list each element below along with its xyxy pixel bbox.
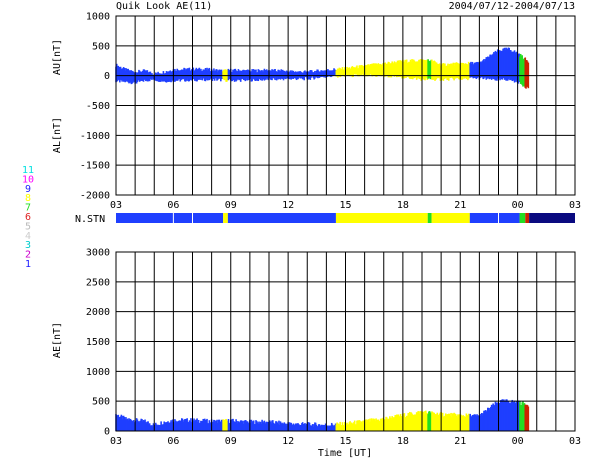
x-tick-label: 03 — [569, 436, 581, 447]
au-al-grid — [115, 15, 576, 196]
y-tick-label: 2500 — [86, 277, 110, 288]
au-al-y-ticks: 1000 500 0 -500 -1000 -1500 -2000 — [80, 12, 110, 202]
station-number-label: 3 — [25, 240, 31, 251]
y-tick-label: -500 — [86, 101, 110, 112]
y-tick-label: 3000 — [86, 248, 110, 259]
station-number-label: 7 — [25, 203, 31, 214]
ae-area — [115, 399, 530, 431]
station-number-label: 1 — [25, 259, 31, 270]
x-tick-label: 18 — [397, 436, 409, 447]
station-number-label: 5 — [25, 221, 31, 232]
station-strip-segment — [173, 213, 193, 223]
station-strip-segment — [431, 213, 470, 223]
station-number-label: 9 — [25, 184, 31, 195]
ae-y-ticks: 3000 2500 2000 1500 1000 500 0 — [86, 248, 110, 438]
station-strip-segment — [335, 213, 428, 223]
x-tick-label: 18 — [397, 200, 409, 211]
x-tick-label: 09 — [225, 436, 237, 447]
x-tick-label: 15 — [339, 200, 351, 211]
x-tick-label: 00 — [512, 436, 524, 447]
x-tick-label: 06 — [167, 200, 179, 211]
station-strip-segment — [116, 213, 174, 223]
x-tick-label: 12 — [282, 436, 294, 447]
station-strip-segment — [192, 213, 224, 223]
plot-frame — [115, 15, 576, 196]
station-strip-segment — [469, 213, 499, 223]
time-axis-label: Time [UT] — [318, 448, 372, 459]
x-tick-label: 21 — [454, 200, 466, 211]
y-tick-label: 1000 — [86, 12, 110, 23]
station-strip-label: N.STN — [75, 214, 105, 225]
station-strip-segment — [227, 213, 336, 223]
y-tick-label: -1000 — [80, 131, 110, 142]
y-tick-label: 0 — [104, 427, 110, 438]
ae-grid — [115, 251, 576, 432]
station-strip-segment — [519, 213, 526, 223]
al-axis-label: AL[nT] — [52, 117, 63, 153]
x-tick-label: 21 — [454, 436, 466, 447]
date-range: 2004/07/12-2004/07/13 — [449, 1, 575, 12]
y-tick-label: 500 — [92, 41, 110, 52]
station-number-label: 4 — [25, 231, 31, 242]
station-strip-segment — [223, 213, 228, 223]
x-tick-label: 03 — [110, 436, 122, 447]
plot-title: Quik Look AE(11) — [116, 1, 212, 12]
au-al-panel: AU[nT] AL[nT] 1000 500 0 -500 -1000 -1500 -200… — [52, 12, 581, 212]
x-tick-label: 06 — [167, 436, 179, 447]
station-number-label: 2 — [25, 250, 31, 261]
au-al-x-ticks: 03 06 09 12 15 18 21 00 03 — [110, 200, 581, 211]
y-tick-label: 0 — [104, 71, 110, 82]
x-tick-label: 03 — [569, 200, 581, 211]
x-tick-label: 12 — [282, 200, 294, 211]
y-tick-label: 2000 — [86, 307, 110, 318]
station-strip-segment — [525, 213, 530, 223]
y-tick-label: -2000 — [80, 191, 110, 202]
y-tick-label: -1500 — [80, 161, 110, 172]
station-number-label: 10 — [22, 174, 34, 185]
plot-frame — [115, 251, 576, 432]
x-tick-label: 15 — [339, 436, 351, 447]
y-tick-label: 500 — [92, 397, 110, 408]
station-strip: N.STN — [75, 213, 575, 225]
station-number-label: 11 — [22, 165, 34, 176]
station-number-label: 6 — [25, 212, 31, 223]
y-tick-label: 1500 — [86, 337, 110, 348]
ae-axis-label: AE[nT] — [52, 322, 63, 358]
ae-x-ticks: 03 06 09 12 15 18 21 00 03 — [110, 436, 581, 447]
station-number-label: 8 — [25, 193, 31, 204]
station-strip-segments — [116, 213, 575, 223]
station-strip-segment — [498, 213, 520, 223]
x-tick-label: 03 — [110, 200, 122, 211]
x-tick-label: 00 — [512, 200, 524, 211]
station-strip-segment — [529, 213, 575, 223]
au-al-area — [115, 47, 530, 89]
x-tick-label: 09 — [225, 200, 237, 211]
y-tick-label: 1000 — [86, 367, 110, 378]
au-axis-label: AU[nT] — [52, 39, 63, 75]
station-strip-segment — [427, 213, 432, 223]
